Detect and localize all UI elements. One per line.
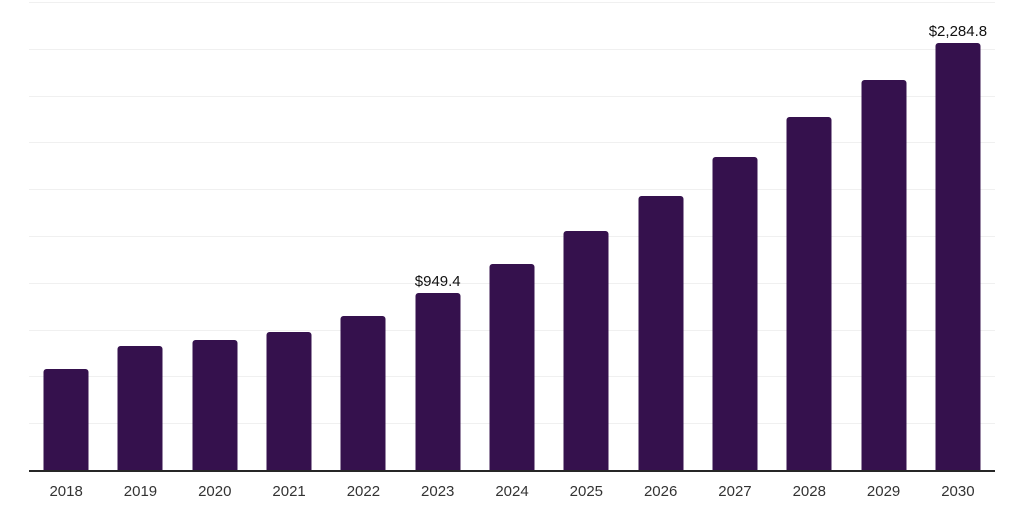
x-tick-label: 2019	[123, 483, 158, 500]
bar-slot: $2,284.8	[921, 3, 995, 471]
bar-value-label: $949.4	[414, 273, 461, 291]
bar-2025	[563, 231, 609, 471]
x-axis-labels: 2018 2019 2020 2021 2022 2023 2024 2025 2026 2027…	[29, 483, 995, 501]
gridline	[29, 95, 995, 97]
bar-slot	[326, 3, 400, 471]
x-tick-label: 2027	[718, 483, 752, 500]
bar-slot: $949.4	[401, 3, 475, 471]
x-tick-label: 2028	[792, 483, 826, 500]
plot-area: $949.4 $2,284.8	[29, 2, 995, 471]
bar-value-label: $2,284.8	[928, 23, 988, 41]
x-tick-label: 2029	[866, 483, 901, 500]
gridline	[29, 2, 995, 3]
bar-2026	[638, 195, 684, 471]
bar-2021	[266, 331, 312, 471]
x-tick-label: 2024	[495, 483, 529, 500]
x-tick-label: 2018	[49, 483, 83, 500]
x-tick-label: 2025	[569, 483, 604, 500]
x-tick-label: 2023	[421, 483, 455, 500]
bar-slot	[475, 3, 549, 471]
bar-2019	[117, 345, 163, 471]
bar-slot	[549, 3, 623, 471]
bar-slot	[29, 3, 103, 471]
bar-slot	[772, 3, 846, 471]
bar-slot	[846, 3, 920, 471]
bar-slot	[178, 3, 252, 471]
bar-2023	[415, 293, 461, 471]
gridline	[29, 142, 995, 144]
bar-slot	[103, 3, 177, 471]
gridline	[29, 48, 995, 50]
x-tick-label: 2022	[346, 483, 381, 500]
x-tick-label: 2020	[198, 483, 232, 500]
x-tick-label: 2030	[941, 483, 975, 500]
bar-2027	[712, 157, 758, 471]
bar-slot	[252, 3, 326, 471]
bar-slot	[624, 3, 698, 471]
bar-slot	[698, 3, 772, 471]
bar-2030	[935, 43, 981, 471]
gridline	[29, 236, 995, 237]
bar-2029	[861, 79, 907, 471]
bar-2024	[489, 264, 535, 471]
bar-2018	[43, 368, 89, 471]
x-axis-line	[29, 470, 995, 472]
bar-2022	[340, 315, 386, 471]
x-tick-label: 2026	[643, 483, 678, 500]
gridline	[29, 189, 995, 191]
bar-2028	[786, 117, 832, 471]
bar-2020	[192, 339, 238, 471]
x-tick-label: 2021	[272, 483, 306, 500]
